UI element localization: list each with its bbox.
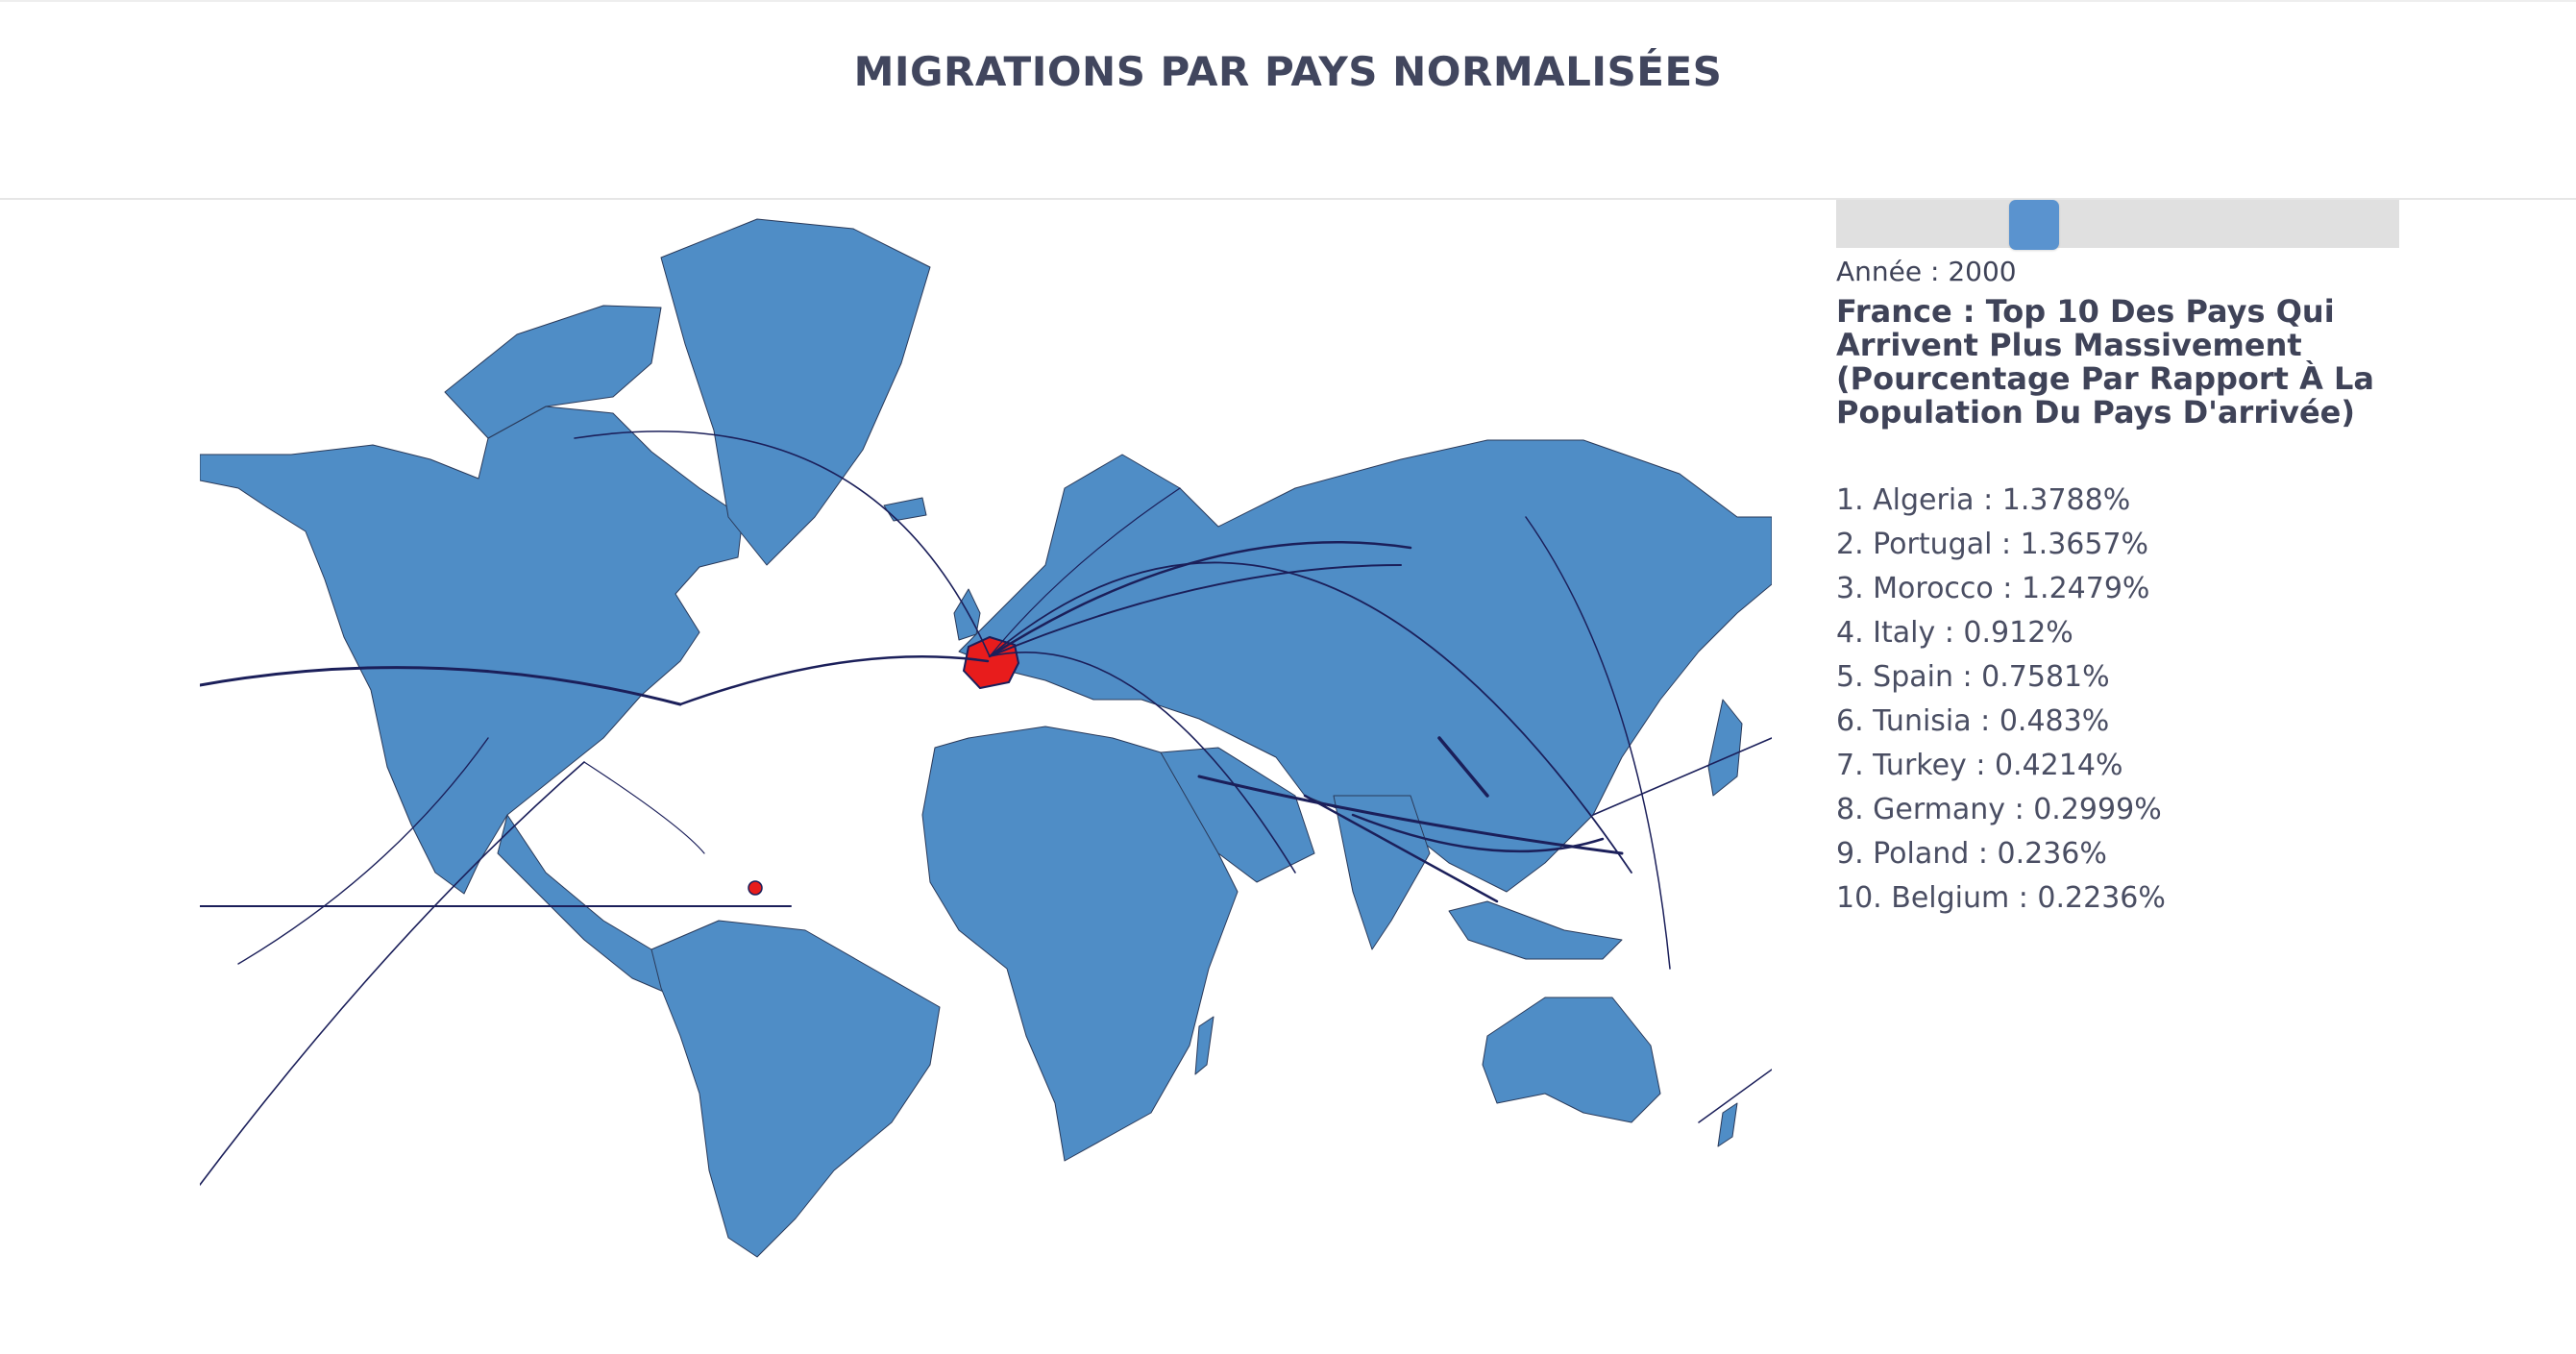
country-north-america[interactable]	[200, 406, 744, 895]
country-japan[interactable]	[1707, 699, 1743, 797]
land-layer	[200, 218, 1772, 1258]
flow-line	[200, 761, 585, 1186]
top10-item: 9. Poland : 0.236%	[1836, 837, 2107, 871]
flow-line	[1698, 1069, 1772, 1123]
country-arabia[interactable]	[1160, 747, 1315, 883]
flow-line	[237, 737, 489, 965]
country-arctic-islands[interactable]	[444, 305, 662, 439]
flow-line	[200, 666, 682, 706]
country-europe-asia[interactable]	[958, 439, 1772, 893]
country-britain[interactable]	[953, 588, 981, 641]
year-slider[interactable]	[1836, 200, 2399, 250]
top10-item: 6. Tunisia : 0.483%	[1836, 704, 2110, 738]
flow-line	[1525, 516, 1671, 970]
flow-line	[989, 561, 1632, 874]
country-new-zealand[interactable]	[1717, 1102, 1738, 1147]
world-map[interactable]	[200, 200, 1772, 1259]
country-iceland[interactable]	[883, 497, 927, 522]
top10-item: 2. Portugal : 1.3657%	[1836, 528, 2149, 561]
country-french-guiana[interactable]	[748, 880, 763, 896]
country-indonesia[interactable]	[1448, 900, 1623, 960]
country-australia[interactable]	[1482, 997, 1661, 1123]
header-divider	[0, 198, 2576, 200]
top10-list: 1. Algeria : 1.3788% 2. Portugal : 1.365…	[1836, 479, 2166, 921]
panel-title: France : Top 10 Des Pays Qui Arrivent Pl…	[1836, 293, 2374, 431]
country-africa[interactable]	[921, 726, 1239, 1162]
top10-item: 8. Germany : 0.2999%	[1836, 793, 2162, 826]
country-south-america[interactable]	[650, 920, 941, 1258]
flow-line	[989, 652, 1296, 874]
country-central-america[interactable]	[497, 814, 681, 994]
top10-item: 10. Belgium : 0.2236%	[1836, 881, 2166, 915]
top10-item: 7. Turkey : 0.4214%	[1836, 749, 2123, 782]
page-title: MIGRATIONS PAR PAYS NORMALISÉES	[853, 48, 1723, 95]
top-border	[0, 0, 2576, 2]
top10-item: 4. Italy : 0.912%	[1836, 616, 2073, 650]
flow-line	[989, 564, 1402, 657]
top10-item: 1. Algeria : 1.3788%	[1836, 483, 2131, 517]
top10-item: 3. Morocco : 1.2479%	[1836, 572, 2150, 605]
flow-line	[989, 487, 1181, 657]
flow-line	[574, 431, 991, 657]
flow-lines	[200, 431, 1772, 1186]
top10-item: 5. Spain : 0.7581%	[1836, 660, 2110, 694]
flow-line	[1437, 736, 1489, 798]
country-greenland[interactable]	[660, 218, 931, 566]
flow-line	[583, 761, 705, 854]
flow-line	[1351, 813, 1605, 853]
year-label: Année : 2000	[1836, 256, 2017, 287]
flow-line	[1303, 794, 1499, 903]
year-slider-handle[interactable]	[2009, 200, 2059, 250]
country-madagascar[interactable]	[1194, 1016, 1214, 1075]
flow-line	[988, 540, 1412, 658]
flow-line	[1197, 775, 1624, 855]
flow-line	[1592, 737, 1772, 816]
flow-line	[678, 655, 990, 706]
